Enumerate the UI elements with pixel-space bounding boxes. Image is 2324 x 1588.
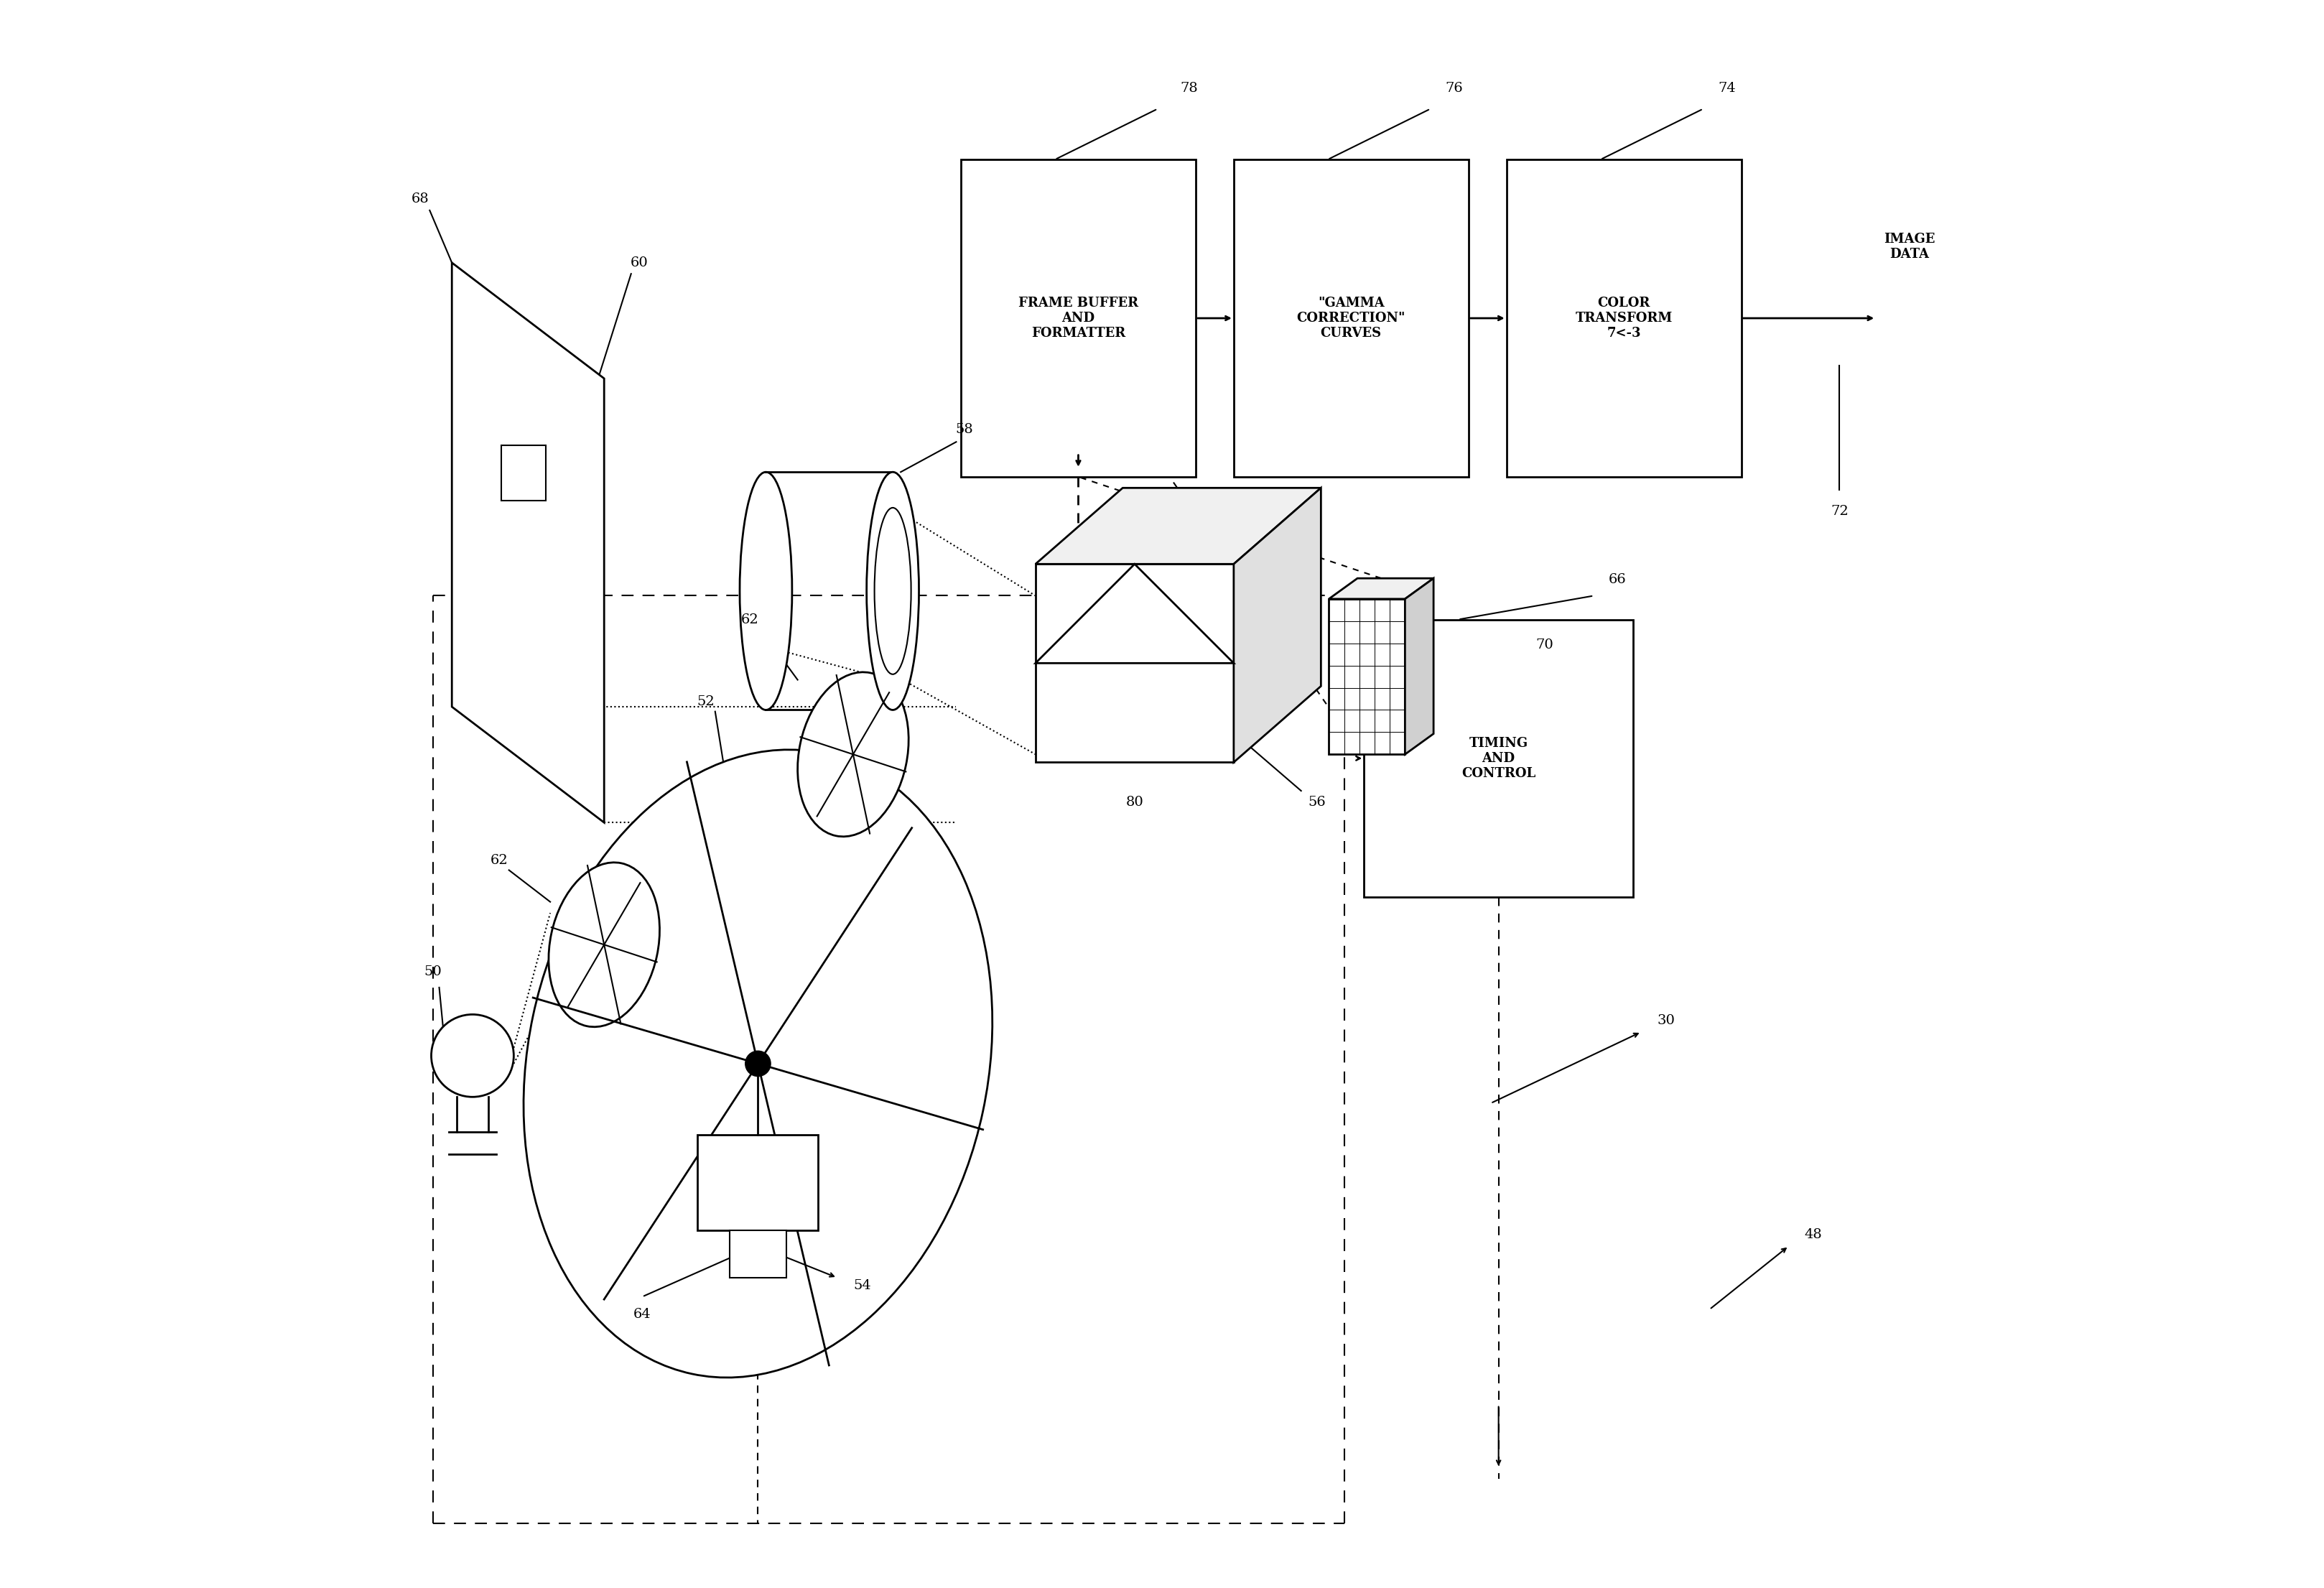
Text: COLOR
TRANSFORM
7<-3: COLOR TRANSFORM 7<-3 [1576,297,1671,340]
Circle shape [432,1015,514,1097]
Text: 58: 58 [955,422,974,435]
Text: 48: 48 [1803,1229,1822,1242]
Text: 62: 62 [490,854,509,867]
Ellipse shape [523,750,992,1377]
Text: "GAMMA
CORRECTION"
CURVES: "GAMMA CORRECTION" CURVES [1297,297,1406,340]
Polygon shape [451,262,604,823]
Bar [730,1231,786,1278]
Text: 78: 78 [1181,81,1197,95]
Text: 54: 54 [853,1280,872,1293]
Bar [1506,160,1741,476]
Text: FRAME BUFFER
AND
FORMATTER: FRAME BUFFER AND FORMATTER [1018,297,1139,340]
Text: IMAGE
DATA: IMAGE DATA [1882,233,1934,260]
Text: TIMING
AND
CONTROL: TIMING AND CONTROL [1462,737,1536,780]
Ellipse shape [797,672,909,837]
Polygon shape [1329,599,1404,754]
Text: 80: 80 [1125,796,1143,808]
Text: 66: 66 [1608,573,1627,586]
Text: 50: 50 [423,966,442,978]
Text: 72: 72 [1829,505,1848,518]
Text: 62: 62 [741,613,758,626]
Text: 64: 64 [632,1309,651,1321]
Text: 68: 68 [411,192,430,206]
Text: 52: 52 [697,696,713,708]
Text: 74: 74 [1717,81,1736,95]
Text: 30: 30 [1657,1015,1676,1027]
Ellipse shape [548,862,660,1027]
Ellipse shape [874,508,911,675]
Polygon shape [1404,578,1434,754]
Bar [697,1135,818,1231]
Bar [960,160,1195,476]
Bar [502,445,546,500]
Bar [1364,619,1634,897]
Text: 70: 70 [1536,638,1552,651]
Text: 76: 76 [1446,81,1462,95]
Ellipse shape [739,472,792,710]
Polygon shape [1034,488,1320,564]
Bar [1234,160,1469,476]
Text: 60: 60 [630,256,648,268]
Text: 56: 56 [1308,796,1325,808]
Polygon shape [1234,488,1320,762]
Polygon shape [1034,564,1234,762]
Ellipse shape [867,472,918,710]
Polygon shape [1329,578,1434,599]
Circle shape [746,1051,772,1077]
